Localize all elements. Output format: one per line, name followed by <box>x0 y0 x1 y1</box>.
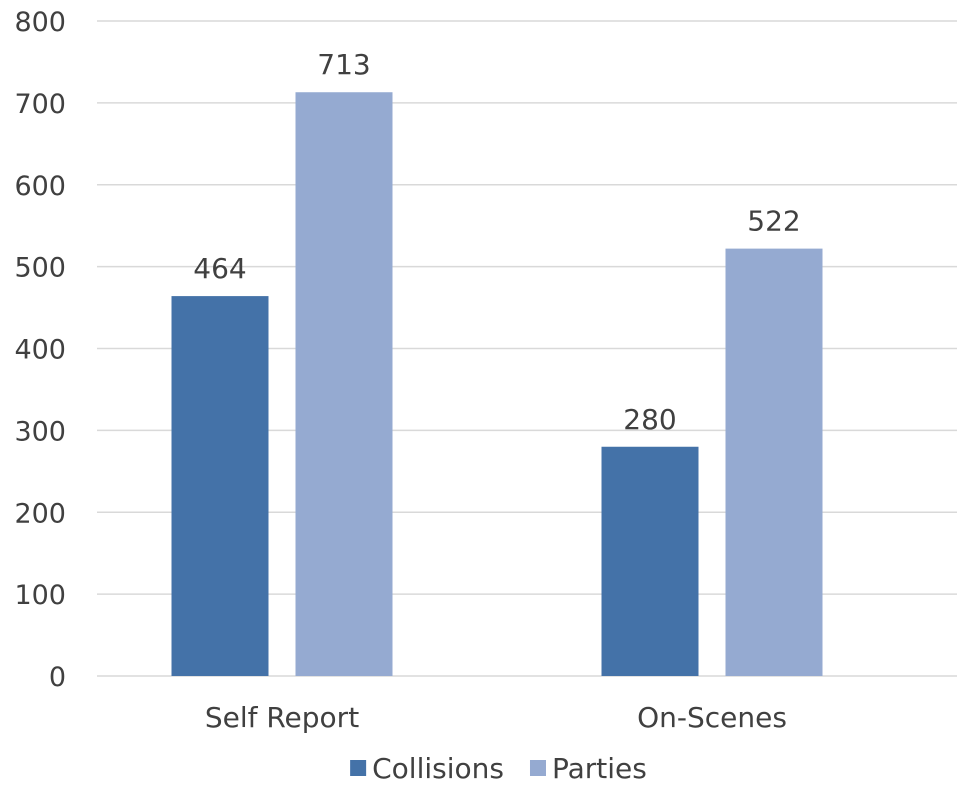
y-tick-label: 400 <box>14 335 66 366</box>
y-tick-label: 700 <box>14 89 66 120</box>
legend-swatch <box>350 760 367 776</box>
y-tick-label: 800 <box>14 7 66 38</box>
legend-swatch <box>529 760 546 776</box>
y-tick-label: 0 <box>49 662 66 693</box>
y-tick-label: 100 <box>14 580 66 611</box>
y-tick-label: 300 <box>14 416 66 447</box>
legend-label: Collisions <box>372 752 504 785</box>
y-tick-label: 500 <box>14 253 66 284</box>
legend-label: Parties <box>552 752 647 785</box>
data-label: 522 <box>747 205 800 238</box>
bar-collisions-on-scenes <box>601 446 699 676</box>
data-label: 713 <box>317 48 370 81</box>
bar-collisions-self-report <box>171 296 269 676</box>
data-label: 464 <box>193 252 246 285</box>
data-label: 280 <box>623 403 676 436</box>
legend-item-parties: Parties <box>529 752 647 785</box>
data-labels: 464 713 280 522 <box>193 48 800 436</box>
x-category-label: Self Report <box>205 701 359 734</box>
bar-parties-self-report <box>295 92 393 676</box>
legend: Collisions Parties <box>350 752 647 785</box>
y-tick-label: 600 <box>14 171 66 202</box>
bars <box>171 92 823 677</box>
x-axis: Self Report On-Scenes <box>205 701 787 734</box>
y-tick-label: 200 <box>14 498 66 529</box>
legend-item-collisions: Collisions <box>350 752 504 785</box>
x-category-label: On-Scenes <box>637 701 787 734</box>
bar-parties-on-scenes <box>725 248 823 677</box>
y-axis: 0 100 200 300 400 500 600 700 800 <box>14 7 66 693</box>
